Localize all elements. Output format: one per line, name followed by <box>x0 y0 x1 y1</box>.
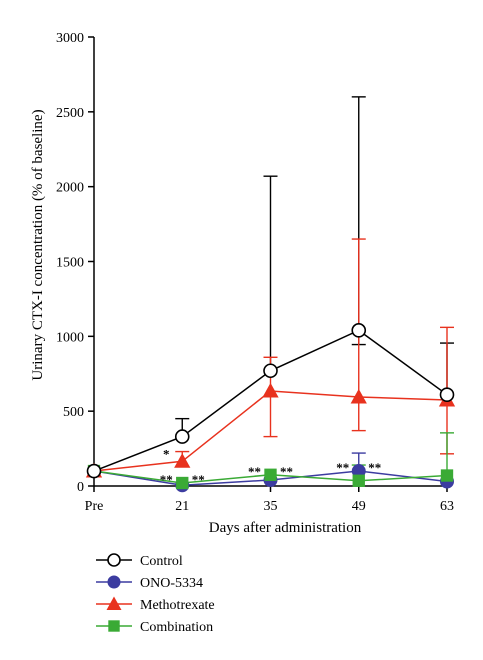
data-point-ono-5334 <box>107 575 121 589</box>
series-markers <box>85 323 456 493</box>
significance-marker: * <box>163 447 170 462</box>
x-tick-label: 21 <box>175 499 189 514</box>
x-tick-label: 63 <box>440 499 454 514</box>
data-point-methotrexate <box>174 453 191 468</box>
legend-label: Methotrexate <box>140 598 215 613</box>
legend-item: ONO-5334 <box>96 575 203 591</box>
y-tick-label: 1000 <box>56 330 84 345</box>
significance-marker: ** <box>160 472 173 487</box>
data-point-combination <box>352 474 365 487</box>
error-bars <box>175 96 454 481</box>
data-point-control <box>351 323 367 338</box>
x-tick-label: 35 <box>264 499 278 514</box>
y-tick-label: 1500 <box>56 256 84 271</box>
legend-item: Control <box>96 553 183 569</box>
legend-label: Control <box>140 554 183 569</box>
data-point-control <box>86 463 102 479</box>
data-point-combination <box>264 468 277 481</box>
significance-marker: ** <box>280 464 293 479</box>
y-axis-ticks: 0 500 1000 1500 2000 2500 3000 <box>56 31 94 495</box>
data-point-control <box>107 553 121 567</box>
legend-item: Methotrexate <box>96 596 215 613</box>
y-tick-label: 0 <box>77 480 84 495</box>
legend-label: ONO-5334 <box>140 576 203 591</box>
significance-annotations: *** **** ** ** ** <box>160 447 382 487</box>
y-tick-label: 500 <box>63 405 84 420</box>
y-tick-label: 2500 <box>56 106 84 121</box>
legend: Control ONO-5334 Methotrexate Combination <box>96 553 215 635</box>
y-tick-label: 3000 <box>56 31 84 46</box>
significance-marker: ** <box>368 460 381 475</box>
x-tick-label: Pre <box>85 499 104 514</box>
significance-marker: ** <box>248 464 261 479</box>
significance-marker: ** <box>192 472 205 487</box>
data-point-combination <box>440 469 454 482</box>
data-point-combination <box>108 620 120 632</box>
data-point-combination <box>176 476 189 490</box>
x-axis-ticks: Pre 21 35 49 63 <box>85 486 454 514</box>
legend-label: Combination <box>140 620 213 635</box>
x-axis-label: Days after administration <box>209 520 362 536</box>
legend-item: Combination <box>96 620 213 635</box>
data-point-control <box>263 363 278 379</box>
data-point-methotrexate <box>106 596 122 610</box>
significance-marker: ** <box>336 460 349 475</box>
data-point-control <box>174 429 190 444</box>
data-point-control <box>439 387 455 403</box>
y-axis-label: Urinary CTX-I concentration (% of baseli… <box>30 109 46 380</box>
y-tick-label: 2000 <box>56 181 84 196</box>
x-tick-label: 49 <box>352 499 366 514</box>
data-point-methotrexate <box>262 382 279 398</box>
data-point-methotrexate <box>350 388 367 404</box>
